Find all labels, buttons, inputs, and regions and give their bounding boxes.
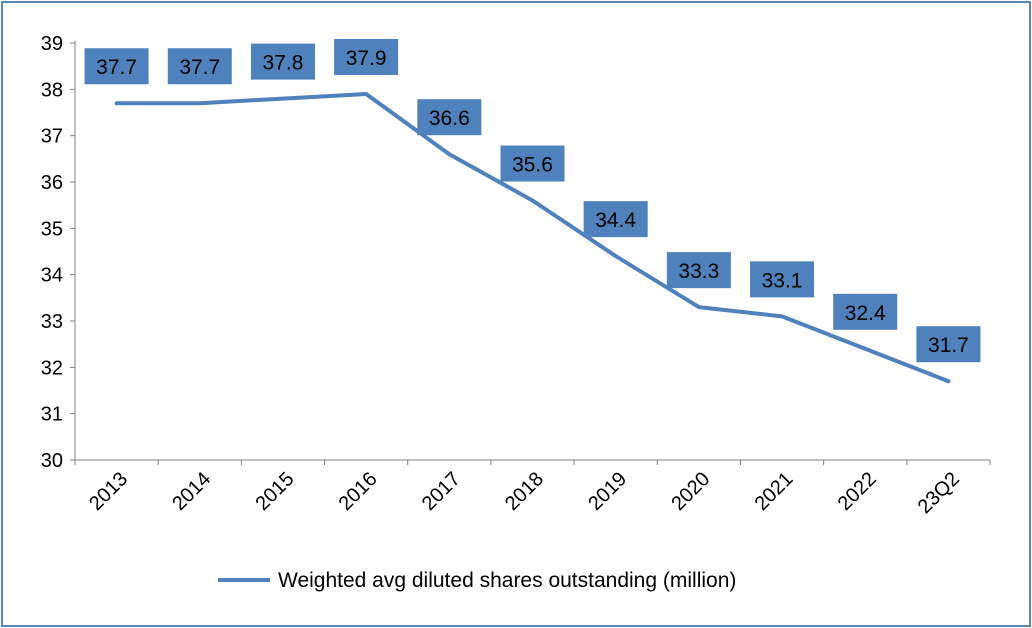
data-label: 35.6	[512, 154, 553, 177]
data-label-box	[500, 145, 565, 182]
data-label-box	[833, 293, 898, 330]
data-label: 33.3	[678, 260, 719, 283]
y-tick-label: 33	[41, 311, 63, 333]
data-label-box	[916, 326, 981, 363]
y-tick-label: 30	[41, 450, 63, 472]
data-label: 37.7	[96, 56, 137, 79]
y-tick-label: 34	[41, 265, 63, 287]
y-tick-label: 31	[41, 404, 63, 426]
series-line	[114, 92, 951, 384]
data-label-box	[583, 201, 648, 238]
data-label-box	[250, 43, 315, 80]
data-label: 33.1	[762, 269, 803, 292]
y-tick-label: 37	[41, 126, 63, 148]
legend-label: Weighted avg diluted shares outstanding …	[278, 569, 736, 592]
y-tick-label: 36	[41, 172, 63, 194]
y-tick-label: 32	[41, 357, 63, 379]
data-label-box	[334, 38, 399, 75]
y-tick-label: 35	[41, 218, 63, 240]
data-label: 37.7	[179, 56, 220, 79]
data-label-box	[84, 48, 149, 85]
y-tick-label: 39	[41, 33, 63, 55]
data-label-box	[167, 48, 232, 85]
data-label-box	[417, 99, 482, 136]
data-label: 34.4	[595, 209, 636, 232]
data-label: 32.4	[845, 302, 886, 325]
data-label: 37.9	[346, 47, 387, 70]
y-tick-label: 38	[41, 79, 63, 101]
data-label-box	[750, 261, 815, 298]
data-label: 31.7	[928, 334, 969, 357]
data-label: 37.8	[263, 52, 304, 75]
data-label: 36.6	[429, 107, 470, 130]
data-label-box	[666, 252, 731, 289]
